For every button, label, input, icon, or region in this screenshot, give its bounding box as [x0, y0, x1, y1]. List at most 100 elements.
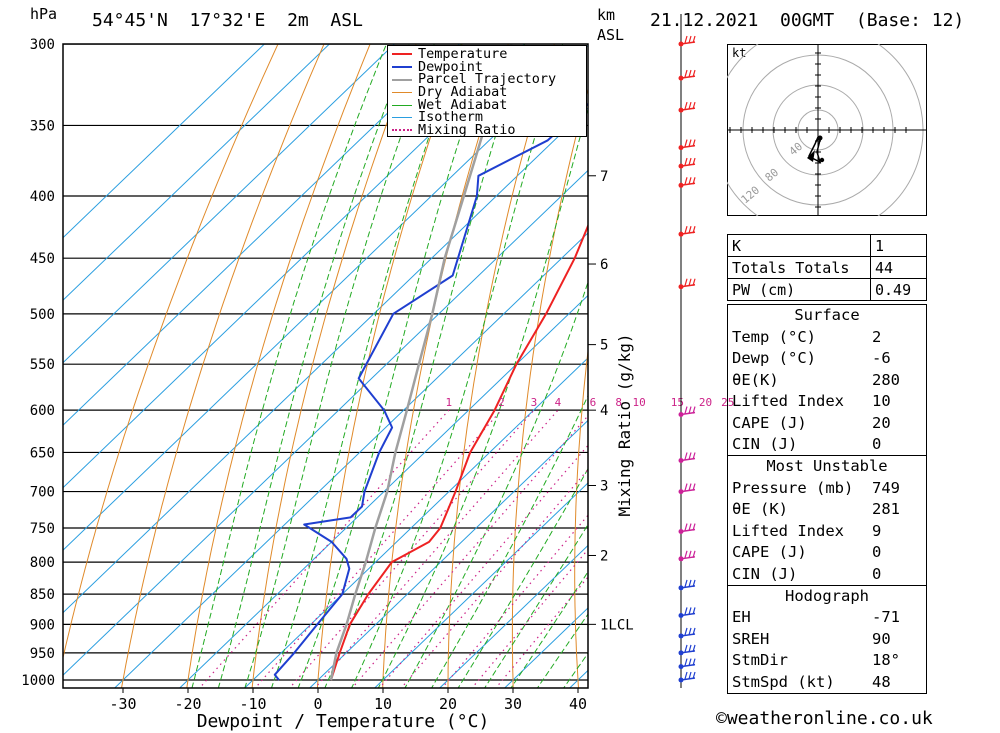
wet-adiabat — [510, 570, 588, 688]
param-value: 90 — [872, 629, 891, 648]
param-value: 280 — [872, 370, 900, 389]
table-row: CIN (J) 0 — [728, 434, 926, 456]
isotherm — [63, 44, 461, 426]
wet-adiabat — [217, 44, 411, 688]
table-row: Lifted Index 10 — [728, 391, 926, 413]
isotherm — [63, 44, 266, 239]
wind-barb-feather — [684, 483, 688, 491]
pressure-tick-label: 550 — [30, 357, 55, 373]
legend-label: Isotherm — [418, 109, 484, 126]
wind-barb-feather — [688, 278, 692, 286]
mixing-ratio-label: 8 — [615, 396, 622, 409]
wind-barb — [678, 177, 696, 188]
wind-barb-feather — [692, 101, 696, 110]
param-name: EH — [732, 608, 751, 627]
wind-barb-feather — [684, 579, 688, 588]
legend-label: Dry Adiabat — [418, 84, 508, 101]
legend-item: Dry Adiabat — [388, 84, 586, 101]
height-tick-label: 6 — [600, 257, 608, 273]
height-axis-unit-asl: ASL — [597, 26, 625, 44]
wind-barb-feather — [684, 139, 688, 147]
height-tick-label: 2 — [600, 548, 608, 564]
wind-barb-feather — [692, 177, 696, 185]
wind-barb-feather — [688, 157, 692, 166]
wind-barb-feather — [684, 177, 688, 185]
legend-label: Temperature — [418, 46, 508, 62]
wind-barb-feather — [688, 644, 692, 653]
wind-barb-feather — [688, 35, 692, 44]
mixing-ratio-label: 4 — [555, 396, 562, 409]
index-value: 1 — [870, 234, 927, 257]
param-name: θE(K) — [732, 370, 779, 389]
wind-barb-feather — [692, 644, 696, 653]
wind-barb-feather — [692, 671, 696, 680]
param-name: CAPE (J) — [732, 413, 807, 432]
pressure-tick-label: 300 — [30, 37, 55, 53]
wind-barb-feather — [684, 406, 688, 414]
index-name: K — [727, 234, 871, 257]
copyright[interactable]: ©weatheronline.co.uk — [716, 708, 933, 729]
wind-barb — [678, 69, 696, 81]
param-name: CAPE (J) — [732, 543, 807, 562]
legend-item: Temperature — [388, 46, 586, 62]
isotherm — [438, 544, 588, 688]
dry-adiabat — [121, 44, 325, 688]
mixing-ratio-label: 10 — [632, 396, 645, 409]
pressure-tick-label: 950 — [30, 646, 55, 662]
wind-barb-feather — [692, 452, 696, 460]
section-title: Surface — [794, 306, 860, 324]
wind-barb — [678, 101, 696, 113]
wind-barb — [678, 550, 696, 562]
legend-swatch-temperature — [392, 53, 412, 56]
wind-barb-feather — [684, 35, 688, 44]
wind-barb-dot — [678, 664, 684, 670]
plot-frame — [62, 43, 589, 689]
pressure-tick-label: 850 — [30, 587, 55, 603]
legend-swatch-wet-adiabat — [392, 104, 412, 106]
wind-barb-feather — [688, 177, 692, 185]
wind-barb — [678, 157, 696, 169]
wind-barb — [678, 278, 696, 290]
isotherm — [63, 44, 331, 301]
wind-barb-feather — [692, 523, 696, 531]
wind-barb-feather — [684, 69, 688, 78]
mixing-ratio-line — [198, 409, 450, 688]
param-value: 20 — [872, 413, 891, 432]
height-axis-unit: km — [597, 6, 616, 24]
legend-item: Parcel Trajectory — [388, 73, 586, 86]
height-tick-label: 5 — [600, 338, 608, 354]
wind-barb-dot — [678, 633, 684, 639]
wind-barb-dot — [678, 529, 684, 535]
index-value: 0.49 — [870, 278, 927, 301]
wind-barb-dot — [678, 677, 684, 683]
wind-barb-feather — [688, 226, 692, 234]
wind-barb-dot — [678, 107, 684, 113]
wind-barb-feather — [692, 607, 696, 615]
wind-barb — [678, 644, 696, 656]
mixing-ratio-label: 15 — [671, 396, 684, 409]
height-tick-label: 1LCL — [600, 617, 634, 633]
wind-barb-dot — [678, 145, 684, 151]
wind-barb-feather — [692, 627, 696, 636]
dry-adiabat — [574, 347, 588, 688]
wind-barb-dot — [678, 458, 684, 464]
wind-barb — [678, 35, 696, 47]
pressure-tick-label: 400 — [30, 189, 55, 205]
height-tick-label: 4 — [600, 403, 608, 419]
wind-barb-dot — [678, 41, 684, 47]
wind-barb — [678, 607, 696, 618]
param-name: CIN (J) — [732, 564, 798, 583]
dry-adiabat — [63, 44, 279, 660]
wet-adiabat — [484, 523, 588, 688]
pressure-tick-label: 700 — [30, 485, 55, 501]
section-title: Most Unstable — [728, 455, 926, 477]
wind-barb-feather — [688, 452, 692, 460]
wind-barb-feather — [688, 607, 692, 615]
param-value: -6 — [872, 349, 891, 368]
dry-adiabat — [316, 44, 463, 688]
hodograph-point — [819, 157, 825, 163]
x-tick-label: 40 — [569, 695, 587, 713]
wind-barb-dot — [678, 585, 684, 591]
hodograph-storm-arrow — [807, 150, 815, 162]
param-name: θE (K) — [732, 500, 788, 519]
